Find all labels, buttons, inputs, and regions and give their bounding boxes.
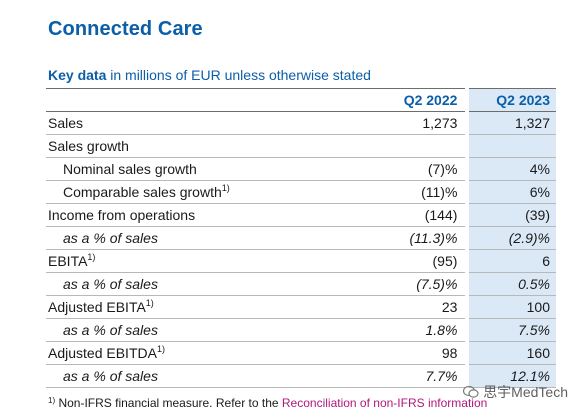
value-q2-2023: 7.5% <box>465 318 556 342</box>
footnote-ref: 1) <box>87 252 96 262</box>
row-label: as a % of sales <box>46 318 376 342</box>
value-q2-2022: (7)% <box>376 157 468 181</box>
footnote: 1) Non-IFRS financial measure. Refer to … <box>48 396 487 410</box>
caption-bold: Key data <box>48 67 107 83</box>
watermark: 思宇MedTech <box>463 382 568 402</box>
table-header-row: Q2 2022 Q2 2023 <box>46 88 556 112</box>
value-q2-2023 <box>465 134 556 158</box>
value-q2-2023: 4% <box>465 157 556 181</box>
footnote-ref: 1) <box>145 298 154 308</box>
key-data-table: Q2 2022 Q2 2023 Sales 1,273 1,327 Sales gro… <box>46 88 556 388</box>
value-q2-2022: (7.5)% <box>376 272 468 296</box>
value-q2-2023: 6% <box>465 180 556 204</box>
caption-rest: in millions of EUR unless otherwise stat… <box>106 67 371 83</box>
footnote-ref: 1) <box>221 183 230 193</box>
page-title: Connected Care <box>48 18 203 40</box>
row-label-text: as a % of sales <box>63 322 158 338</box>
row-label-text: Nominal sales growth <box>63 161 197 177</box>
table-row: as a % of sales (11.3)% (2.9)% <box>46 226 556 250</box>
row-label-text: as a % of sales <box>63 276 158 292</box>
value-q2-2022: (144) <box>376 203 468 227</box>
table-row: Sales 1,273 1,327 <box>46 111 556 135</box>
value-q2-2022: (11.3)% <box>376 226 468 250</box>
row-label-text: EBITA <box>48 253 88 269</box>
table-row: as a % of sales 7.7% 12.1% <box>46 364 556 388</box>
value-q2-2023: 6 <box>465 249 556 273</box>
row-label: Nominal sales growth <box>46 157 376 181</box>
wechat-icon <box>463 385 479 399</box>
value-q2-2022: (95) <box>376 249 468 273</box>
row-label: Sales growth <box>46 134 376 158</box>
table-caption: Key data in millions of EUR unless other… <box>48 67 371 83</box>
row-label-text: Adjusted EBITDA <box>48 345 157 361</box>
row-label-text: Sales <box>48 115 84 131</box>
row-label: Sales <box>46 111 376 135</box>
table-row: Adjusted EBITDA1) 98 160 <box>46 341 556 365</box>
row-label-text: as a % of sales <box>63 368 158 384</box>
watermark-text: 思宇MedTech <box>483 384 568 400</box>
row-label: as a % of sales <box>46 272 376 296</box>
value-q2-2022: 1.8% <box>376 318 468 342</box>
value-q2-2023: 100 <box>465 295 556 319</box>
value-q2-2022: 98 <box>376 341 468 365</box>
row-label: EBITA1) <box>46 249 376 273</box>
row-label-text: Sales growth <box>48 138 129 154</box>
header-blank-cell <box>46 88 376 112</box>
row-label-text: as a % of sales <box>63 230 158 246</box>
table-row: Sales growth <box>46 134 556 158</box>
table-row: Nominal sales growth (7)% 4% <box>46 157 556 181</box>
value-q2-2023: (39) <box>465 203 556 227</box>
row-label: Income from operations <box>46 203 376 227</box>
row-label-text: Income from operations <box>48 207 196 223</box>
footnote-ref: 1) <box>156 344 165 354</box>
row-label: Adjusted EBITDA1) <box>46 341 376 365</box>
value-q2-2022: 1,273 <box>376 111 468 135</box>
table-row: Income from operations (144) (39) <box>46 203 556 227</box>
value-q2-2023: 1,327 <box>465 111 556 135</box>
value-q2-2023: 12.1% <box>465 364 556 388</box>
value-q2-2023: 160 <box>465 341 556 365</box>
row-label-text: Comparable sales growth <box>63 184 222 200</box>
value-q2-2022: 23 <box>376 295 468 319</box>
reconciliation-link[interactable]: Reconciliation of non-IFRS information <box>281 396 488 410</box>
row-label: as a % of sales <box>46 226 376 250</box>
table-row: EBITA1) (95) 6 <box>46 249 556 273</box>
value-q2-2023: (2.9)% <box>465 226 556 250</box>
column-header-q2-2022: Q2 2022 <box>376 88 468 112</box>
column-header-q2-2023: Q2 2023 <box>465 88 556 112</box>
row-label-text: Adjusted EBITA <box>48 299 146 315</box>
table-row: Adjusted EBITA1) 23 100 <box>46 295 556 319</box>
table-body: Sales 1,273 1,327 Sales growth Nominal sales… <box>46 111 556 388</box>
table-row: as a % of sales (7.5)% 0.5% <box>46 272 556 296</box>
table-row: Comparable sales growth1) (11)% 6% <box>46 180 556 204</box>
value-q2-2022 <box>376 134 468 158</box>
table-row: as a % of sales 1.8% 7.5% <box>46 318 556 342</box>
footnote-marker: 1) <box>48 396 56 405</box>
row-label: Comparable sales growth1) <box>46 180 376 204</box>
value-q2-2022: (11)% <box>376 180 468 204</box>
row-label: as a % of sales <box>46 364 376 388</box>
value-q2-2023: 0.5% <box>465 272 556 296</box>
footnote-text: Non-IFRS financial measure. Refer to the <box>55 396 282 410</box>
row-label: Adjusted EBITA1) <box>46 295 376 319</box>
value-q2-2022: 7.7% <box>376 364 468 388</box>
